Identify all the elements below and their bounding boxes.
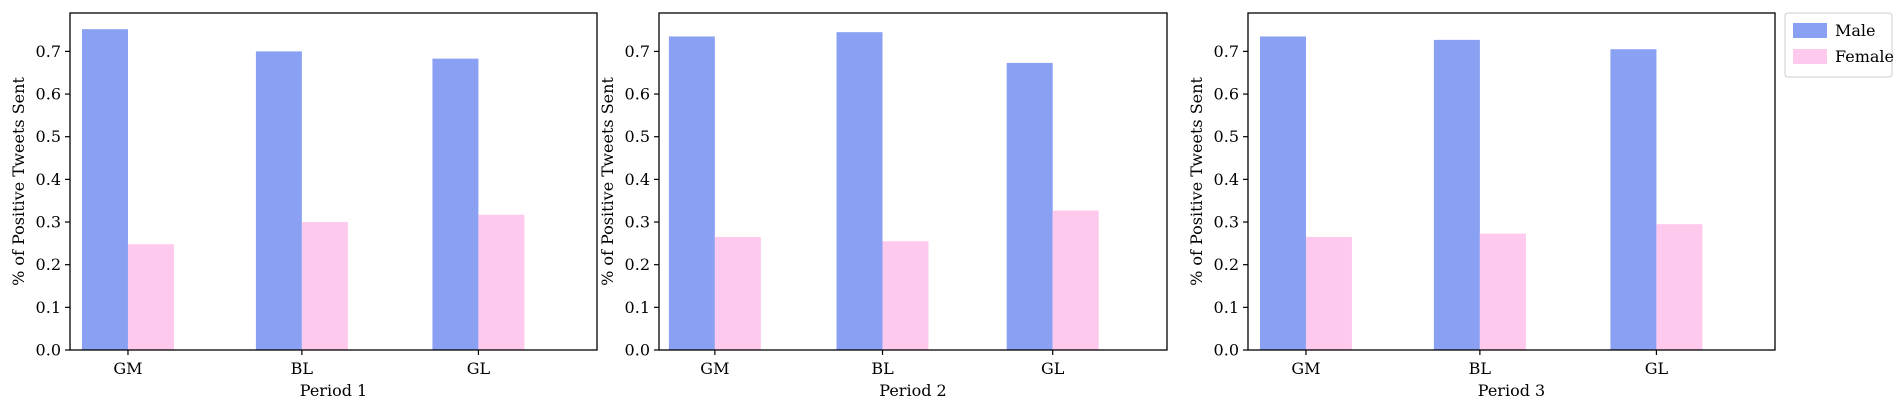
x-tick-label-gl: GL — [1645, 359, 1669, 378]
x-axis-title: Period 3 — [1478, 381, 1545, 400]
chart-panel-1: GM BL GL 0.0 0.1 0.2 0.3 0.4 0.5 0.6 0.7 Period 1 % … — [9, 12, 598, 400]
y-tick-label: 0.0 — [625, 341, 650, 360]
bar-female-gl — [1656, 224, 1703, 350]
y-tick-label: 0.4 — [1214, 170, 1239, 189]
x-tick-label-bl: BL — [871, 359, 894, 378]
y-tick-label: 0.4 — [625, 170, 650, 189]
bar-male-gl — [1006, 62, 1053, 350]
y-tick-label: 0.2 — [36, 255, 61, 274]
legend-swatch-female — [1793, 49, 1827, 64]
y-tick-label: 0.6 — [1214, 85, 1239, 104]
bar-female-gl — [478, 214, 525, 350]
plot-frame — [69, 12, 598, 351]
y-tick-label: 0.1 — [1214, 298, 1239, 317]
y-tick-label: 0.5 — [625, 127, 650, 146]
bar-male-bl — [1433, 39, 1480, 350]
x-tick-label-gm: GM — [1291, 359, 1320, 378]
plot-frame — [658, 12, 1168, 351]
y-tick-label: 0.7 — [625, 42, 650, 61]
y-tick-label: 0.5 — [36, 127, 61, 146]
bar-female-gl — [1052, 210, 1099, 350]
y-tick-label: 0.2 — [1214, 255, 1239, 274]
x-tick-label-gl: GL — [1041, 359, 1065, 378]
bar-male-gm — [81, 29, 128, 351]
y-tick-label: 0.1 — [36, 298, 61, 317]
bar-female-gm — [714, 236, 761, 350]
bar-female-gm — [1305, 236, 1352, 350]
legend-swatch-male — [1793, 23, 1827, 38]
bar-female-bl — [1479, 233, 1526, 350]
y-tick-label: 0.1 — [625, 298, 650, 317]
plot-frame — [1247, 12, 1776, 351]
bar-male-gl — [432, 58, 479, 351]
bar-female-bl — [301, 222, 348, 350]
y-tick-label: 0.3 — [36, 213, 61, 232]
bar-male-bl — [255, 51, 302, 351]
bar-male-gl — [1610, 49, 1657, 351]
y-tick-label: 0.7 — [1214, 42, 1239, 61]
y-tick-label: 0.2 — [625, 255, 650, 274]
bar-female-gm — [127, 244, 174, 350]
bar-female-bl — [882, 241, 929, 350]
y-tick-label: 0.3 — [1214, 213, 1239, 232]
y-tick-label: 0.7 — [36, 42, 61, 61]
y-tick-label: 0.4 — [36, 170, 61, 189]
y-tick-label: 0.3 — [625, 213, 650, 232]
x-tick-label-bl: BL — [1469, 359, 1492, 378]
bar-male-gm — [668, 36, 715, 350]
chart-panel-2: GM BL GL 0.0 0.1 0.2 0.3 0.4 0.5 0.6 0.7 Period 2 % … — [598, 12, 1168, 400]
y-tick-label: 0.0 — [1214, 341, 1239, 360]
y-axis-title: % of Positive Tweets Sent — [9, 77, 28, 286]
y-tick-label: 0.0 — [36, 341, 61, 360]
y-tick-label: 0.5 — [1214, 127, 1239, 146]
x-tick-label-gl: GL — [467, 359, 491, 378]
legend: Male Female — [1784, 12, 1894, 78]
y-axis-title: % of Positive Tweets Sent — [1187, 77, 1206, 286]
x-tick-label-gm: GM — [700, 359, 729, 378]
x-tick-label-bl: BL — [291, 359, 314, 378]
y-axis-title: % of Positive Tweets Sent — [598, 77, 617, 286]
x-axis-title: Period 1 — [300, 381, 367, 400]
chart-panel-3: GM BL GL 0.0 0.1 0.2 0.3 0.4 0.5 0.6 0.7 Period 3 % … — [1187, 12, 1776, 400]
legend-label-male: Male — [1835, 21, 1876, 40]
bar-male-gm — [1259, 36, 1306, 350]
y-tick-label: 0.6 — [36, 85, 61, 104]
bar-male-bl — [836, 32, 883, 351]
y-tick-label: 0.6 — [625, 85, 650, 104]
x-axis-title: Period 2 — [879, 381, 946, 400]
x-tick-label-gm: GM — [113, 359, 142, 378]
legend-label-female: Female — [1835, 47, 1894, 66]
